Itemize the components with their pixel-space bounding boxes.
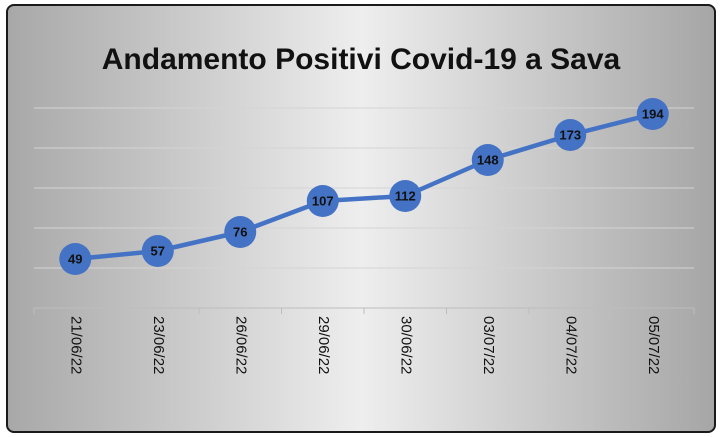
line-chart: Andamento Positivi Covid-19 a Sava 21/06… (33, 43, 695, 374)
data-point (389, 180, 422, 212)
data-label: 194 (642, 106, 664, 121)
data-label: 107 (312, 193, 334, 208)
x-tick-label: 26/06/22 (232, 316, 249, 374)
data-label: 148 (477, 152, 499, 167)
chart-frame: Andamento Positivi Covid-19 a Sava 21/06… (6, 4, 716, 433)
data-label: 57 (151, 243, 165, 258)
data-label: 112 (395, 188, 416, 203)
x-tick-label: 04/07/22 (562, 316, 579, 374)
gridlines (34, 107, 694, 269)
data-point (306, 185, 339, 217)
data-point (141, 235, 174, 267)
x-tick-label: 29/06/22 (315, 316, 332, 374)
data-point (554, 119, 587, 151)
chart-title: Andamento Positivi Covid-19 a Sava (102, 43, 621, 76)
data-point (59, 243, 92, 275)
data-points: 49 57 76 107 112 148 173 194 (59, 98, 669, 275)
x-axis-ticks: 21/06/22 23/06/22 26/06/22 29/06/22 30/06/22… (33, 308, 695, 374)
x-tick-label: 23/06/22 (150, 316, 167, 374)
data-point (224, 216, 257, 248)
data-label: 76 (233, 224, 247, 239)
data-point (471, 144, 504, 176)
data-label: 49 (68, 251, 82, 266)
data-label: 173 (559, 127, 581, 142)
x-tick-label: 21/06/22 (67, 316, 84, 374)
data-point (636, 98, 669, 130)
x-tick-label: 30/06/22 (397, 316, 414, 374)
x-tick-label: 05/07/22 (645, 316, 662, 374)
x-tick-label: 03/07/22 (480, 316, 497, 374)
